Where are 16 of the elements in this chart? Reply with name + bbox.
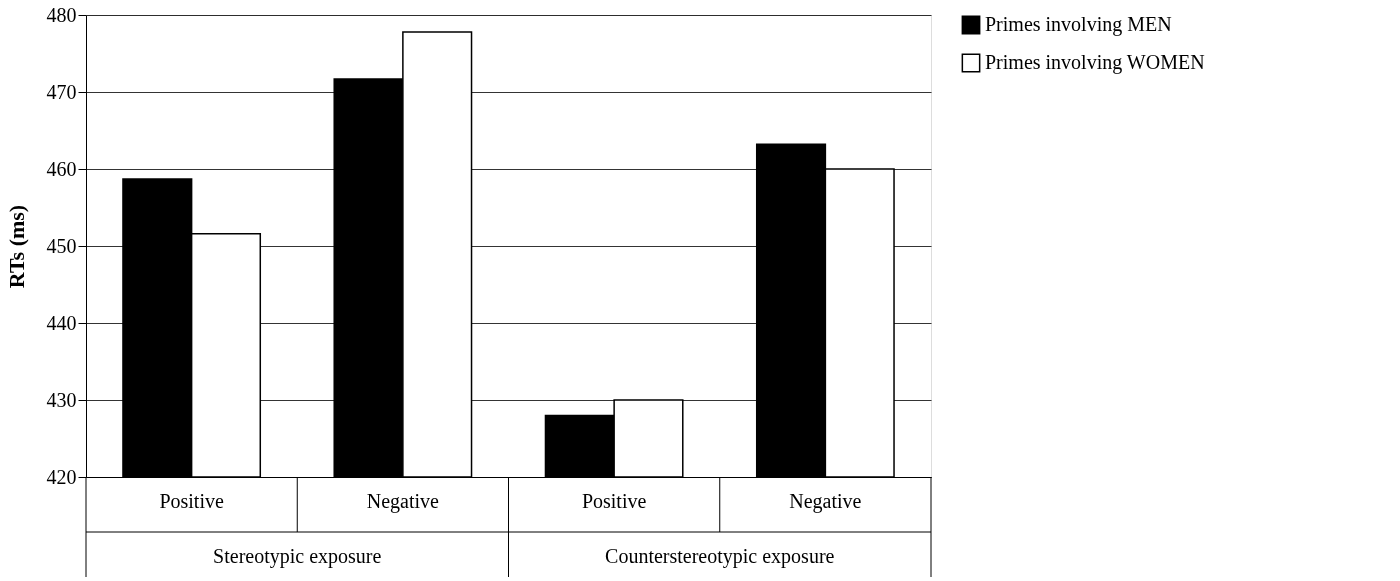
x-tick-label: Positive: [581, 489, 647, 512]
x-tick-label: Negative: [366, 489, 440, 513]
y-tick-label: 460: [46, 157, 77, 180]
y-tick-label: 480: [46, 3, 77, 26]
y-tick-label: 470: [46, 80, 77, 103]
legend-label: Primes involving WOMEN: [985, 51, 1205, 74]
legend-label: Primes involving MEN: [985, 13, 1172, 36]
y-tick-label: 420: [46, 465, 77, 488]
text: Counterstereotypic exposure: [605, 545, 835, 568]
y-tick-label: 450: [46, 234, 77, 257]
text: Stereotypic exposure: [213, 545, 382, 568]
y-axis-title: RTs (ms): [3, 204, 29, 289]
x-tick-label: Negative: [789, 489, 862, 513]
y-tick-label: 430: [46, 388, 77, 411]
x-tick-label: Positive: [159, 489, 224, 512]
y-tick-label: 440: [46, 311, 77, 334]
